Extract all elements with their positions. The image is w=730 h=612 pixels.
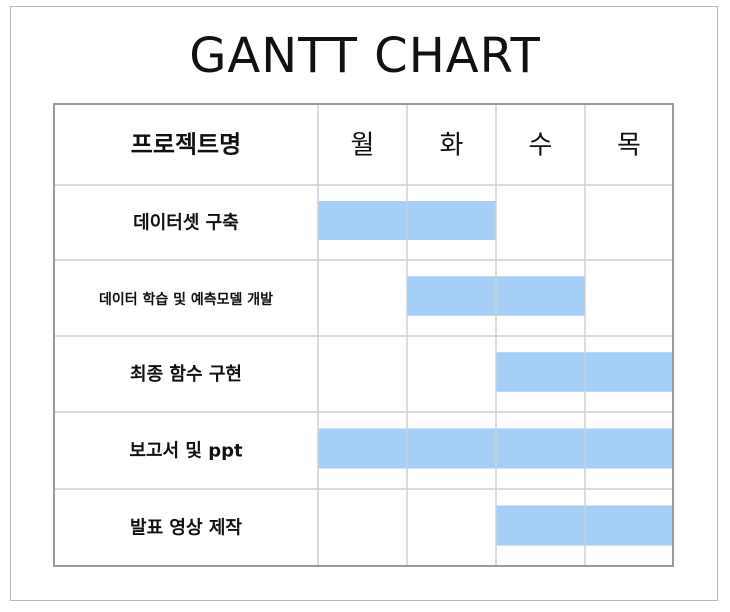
- header-task-column: 프로젝트명: [131, 131, 241, 159]
- task-label-1: 데이터셋 구축: [133, 213, 239, 234]
- task-label-3: 최종 함수 구현: [130, 363, 242, 385]
- header-day-1: 월: [351, 131, 375, 161]
- chart-frame: [10, 6, 718, 601]
- header-day-4: 목: [617, 131, 641, 161]
- task-label-4: 보고서 및 ppt: [129, 441, 243, 462]
- task-label-5: 발표 영상 제작: [130, 518, 242, 539]
- table-border: [53, 103, 674, 567]
- chart-title: GANTT CHART: [189, 28, 541, 84]
- header-day-2: 화: [440, 131, 464, 161]
- header-day-3: 수: [529, 131, 553, 161]
- task-label-2: 데이터 학습 및 예측모델 개발: [99, 291, 273, 308]
